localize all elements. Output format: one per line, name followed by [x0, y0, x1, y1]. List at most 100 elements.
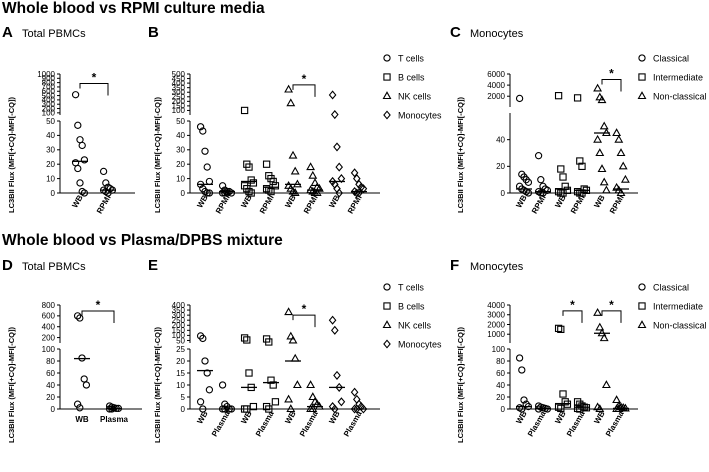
y-tick-label: 600: [42, 312, 56, 321]
x-category-label: RPMI: [214, 194, 232, 216]
y-tick-label: 600: [42, 87, 56, 96]
significance-star: *: [92, 70, 97, 84]
data-point: [573, 188, 582, 196]
data-point: [80, 156, 89, 164]
data-point: [262, 402, 271, 411]
data-point: [518, 405, 526, 413]
y-tick-label: 40: [46, 381, 55, 390]
section-title-plasma: Whole blood vs Plasma/DPBS mixture: [2, 232, 283, 249]
data-point: [333, 370, 341, 380]
data-point: [308, 170, 318, 179]
data-point: [243, 405, 251, 413]
significance-star: *: [302, 72, 307, 86]
data-point: [515, 94, 524, 103]
data-point: [601, 185, 611, 194]
data-point: [99, 167, 108, 176]
data-point: [269, 177, 277, 186]
legend-marker: [638, 302, 646, 310]
data-point: [284, 84, 294, 93]
y-tick-label: 80: [496, 357, 505, 366]
significance-bracket: [292, 314, 316, 328]
legend-marker: [383, 110, 391, 120]
data-point: [595, 404, 605, 413]
y-tick-label: 100: [42, 109, 56, 118]
data-point: [76, 404, 84, 412]
y-tick-label: 4000: [487, 301, 505, 310]
y-tick-label: 50: [176, 117, 185, 126]
data-point: [559, 189, 567, 197]
x-category-label: Plasma: [526, 409, 548, 438]
panel-letter: F: [450, 257, 459, 274]
data-point: [267, 187, 275, 196]
y-tick-label: 400: [172, 79, 186, 88]
data-point: [73, 400, 82, 408]
data-point: [218, 182, 227, 190]
panel-letter: B: [148, 24, 159, 41]
y-tick-label: 20: [496, 393, 505, 402]
data-point: [240, 106, 249, 115]
x-category-label: RPMI: [569, 194, 587, 216]
data-point: [218, 189, 227, 197]
y-tick-label: 40: [496, 381, 505, 390]
y-tick-label: 40: [176, 131, 185, 140]
y-tick-label: 40: [496, 135, 505, 144]
data-point: [350, 168, 359, 178]
x-category-label: WB: [592, 409, 607, 425]
data-point: [537, 176, 545, 184]
y-tick-label: 60: [46, 369, 55, 378]
data-point: [597, 164, 607, 173]
data-point: [576, 157, 584, 165]
legend-label: T cells: [398, 283, 424, 293]
y-tick-label: 400: [42, 96, 56, 105]
data-point: [359, 404, 368, 414]
data-point: [518, 366, 526, 374]
x-category-label: WB: [514, 409, 529, 425]
y-tick-label: 60: [496, 369, 505, 378]
data-point: [245, 163, 253, 171]
y-tick-label: 3000: [487, 311, 505, 320]
data-point: [201, 147, 209, 155]
y-tick-label: 800: [42, 78, 56, 87]
data-point: [102, 179, 110, 187]
data-point: [80, 375, 88, 383]
y-tick-label: 50: [176, 336, 185, 345]
data-point: [350, 404, 359, 414]
y-tick-label: 200: [172, 321, 186, 330]
y-tick-label: 40: [46, 131, 55, 140]
legend-marker: [638, 73, 646, 81]
data-point: [271, 182, 280, 190]
panel-letter: C: [450, 24, 461, 41]
legend-label: NK cells: [398, 92, 432, 102]
data-point: [286, 404, 296, 413]
data-point: [290, 188, 300, 197]
data-point: [554, 324, 563, 333]
y-tick-label: 250: [172, 93, 186, 102]
legend-label: B cells: [398, 302, 425, 312]
data-point: [71, 91, 80, 99]
y-tick-label: 0: [51, 189, 56, 198]
x-category-label: RPMI: [530, 194, 548, 216]
data-point: [265, 338, 273, 346]
data-point: [618, 402, 628, 411]
y-tick-label: 250: [172, 316, 186, 325]
x-category-label: RPMI: [608, 194, 626, 216]
legend-marker: [383, 283, 391, 291]
y-tick-label: 2000: [487, 92, 505, 101]
data-point: [80, 189, 89, 197]
y-tick-label: 450: [172, 74, 186, 83]
y-tick-label: 300: [172, 311, 186, 320]
data-point: [205, 189, 214, 197]
data-point: [288, 335, 298, 344]
y-tick-label: 400: [172, 301, 186, 310]
data-point: [284, 394, 294, 403]
data-point: [245, 187, 253, 196]
significance-bracket: [79, 82, 109, 96]
data-point: [601, 380, 611, 389]
data-point: [599, 177, 609, 186]
panel-letter: D: [2, 257, 13, 274]
y-tick-label: 300: [42, 100, 56, 109]
data-point: [524, 189, 533, 197]
data-point: [73, 312, 82, 320]
data-point: [249, 179, 258, 187]
